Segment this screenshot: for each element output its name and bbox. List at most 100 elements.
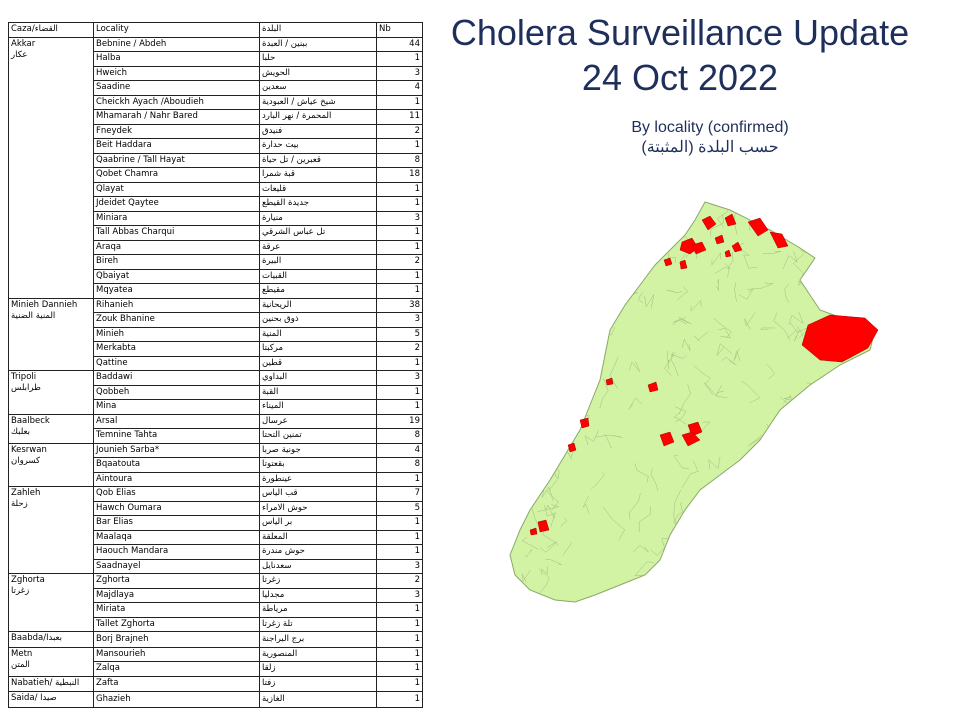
locality-boundary-line: [667, 228, 685, 232]
case-count-cell: 5: [376, 500, 423, 516]
locality-boundary-line: [522, 283, 533, 309]
locality-boundary-line: [663, 547, 676, 557]
locality-ar-cell: المنية: [259, 326, 377, 342]
locality-boundary-line: [779, 428, 786, 457]
locality-boundary-line: [673, 454, 690, 470]
locality-boundary-line: [718, 328, 731, 339]
locality-boundary-line: [539, 202, 562, 226]
locality-boundary-line: [851, 461, 860, 494]
locality-boundary-line: [541, 566, 548, 576]
locality-boundary-line: [503, 530, 509, 540]
table-row: Haouch Mandara حوش مندرة 1: [9, 544, 423, 560]
locality-boundary-line: [871, 204, 875, 214]
locality-boundary-line: [517, 221, 539, 227]
locality-boundary-line: [877, 571, 885, 577]
locality-boundary-line: [787, 325, 800, 339]
locality-boundary-line: [710, 214, 724, 237]
locality-boundary-line: [562, 542, 573, 556]
locality-boundary-line: [510, 284, 528, 290]
subtitle-arabic: حسب البلدة (المثبتة): [641, 139, 779, 156]
locality-boundary-line: [869, 202, 875, 234]
locality-boundary-line: [587, 367, 595, 379]
case-count-cell: 1: [376, 384, 423, 400]
locality-boundary-line: [544, 504, 556, 527]
locality-boundary-line: [822, 519, 845, 523]
case-count-cell: 8: [376, 428, 423, 444]
case-area-akkar-central-1: [714, 234, 725, 245]
locality-boundary-line: [519, 435, 537, 440]
subtitle-english: By locality (confirmed): [631, 119, 789, 136]
caza-name-ar: عكار: [11, 49, 28, 60]
locality-cell: Aintoura: [93, 471, 260, 487]
locality-cell: Zalqa: [93, 661, 260, 677]
page-title: Cholera Surveillance Update 24 Oct 2022: [440, 10, 920, 100]
locality-boundary-line: [632, 545, 649, 553]
locality-boundary-line: [542, 262, 561, 270]
locality-cell: Qobbeh: [93, 384, 260, 400]
locality-boundary-line: [644, 294, 655, 309]
locality-ar-cell: البداوي: [259, 370, 377, 386]
caza-name: Saida/ صيدا: [11, 693, 57, 703]
locality-cell: Tall Abbas Charqui: [93, 225, 260, 241]
caza-name: Zahleh: [11, 488, 41, 498]
locality-cell: Beit Haddara: [93, 138, 260, 154]
caza-cell: Zahleh زحلة: [8, 486, 94, 574]
locality-ar-cell: عرقة: [259, 239, 377, 255]
locality-boundary-line: [593, 190, 609, 201]
locality-ar-cell: قطين: [259, 355, 377, 371]
locality-ar-cell: البيرة: [259, 254, 377, 270]
table-row: Baalbeck بعلبك Arsal عرسال 19: [8, 413, 423, 444]
locality-boundary-line: [813, 415, 826, 449]
table-row: Akkar عكار Bebnine / Abdeh ببنين / العبدة 44: [8, 36, 423, 299]
locality-boundary-line: [770, 214, 788, 227]
locality-cell: Qlayat: [93, 181, 260, 197]
locality-boundary-line: [811, 268, 825, 272]
locality-boundary-line: [604, 434, 612, 449]
locality-boundary-line: [599, 378, 609, 409]
locality-boundary-line: [549, 330, 553, 351]
locality-ar-cell: ببنين / العبدة: [259, 36, 377, 52]
locality-boundary-line: [844, 278, 858, 294]
case-area-arsal: [801, 314, 879, 363]
locality-boundary-line: [765, 429, 780, 447]
locality-boundary-line: [510, 420, 513, 444]
locality-boundary-line: [545, 363, 559, 378]
caza-cell: Metn المتن: [8, 646, 94, 677]
locality-boundary-line: [858, 384, 875, 410]
locality-boundary-line: [702, 543, 717, 566]
locality-ar-cell: زلقا: [259, 661, 377, 677]
locality-boundary-line: [693, 331, 709, 342]
caza-name-ar: زحلة: [11, 499, 28, 509]
locality-boundary-line: [766, 363, 776, 380]
table-row: Baabda/بعبدا Borj Brajneh برج البراجنة 1: [8, 631, 423, 648]
locality-boundary-line: [531, 322, 546, 342]
locality-cell: Hweich: [93, 65, 260, 81]
case-count-cell: 2: [376, 573, 423, 589]
locality-boundary-line: [702, 502, 715, 512]
locality-ar-cell: الريحانية: [259, 297, 377, 313]
locality-cell: Halba: [93, 51, 260, 67]
locality-boundary-line: [514, 206, 529, 215]
caza-name-ar: بعلبك: [11, 426, 31, 437]
locality-ar-cell: الميناء: [259, 399, 377, 415]
locality-boundary-line: [803, 409, 816, 419]
table-row: Kesrwan كسروان Jounieh Sarba* جونية صربا 4: [8, 442, 423, 487]
locality-boundary-line: [745, 506, 760, 517]
locality-boundary-line: [694, 538, 709, 563]
locality-boundary-line: [638, 292, 644, 303]
locality-boundary-line: [860, 437, 866, 444]
locality-boundary-line: [734, 282, 737, 302]
locality-boundary-line: [739, 288, 754, 300]
case-count-cell: 1: [376, 529, 423, 545]
caza-name: Akkar: [11, 38, 36, 49]
locality-boundary-line: [844, 473, 855, 483]
locality-ar-cell: تلة زغرتا: [259, 616, 377, 632]
locality-boundary-line: [760, 573, 772, 595]
locality-boundary-line: [837, 581, 852, 591]
locality-ar-cell: سعدنايل: [259, 558, 377, 574]
locality-boundary-line: [849, 560, 856, 589]
locality-boundary-line: [534, 206, 545, 230]
case-area-bebnine: [691, 241, 707, 255]
locality-boundary-line: [538, 568, 550, 593]
locality-boundary-line: [545, 251, 561, 265]
